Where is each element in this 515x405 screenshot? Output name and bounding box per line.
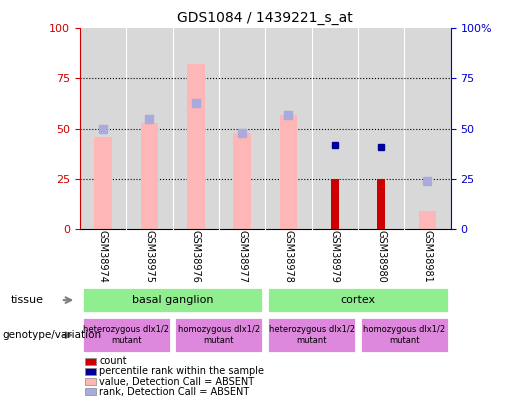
Text: GSM38979: GSM38979 <box>330 230 340 283</box>
Bar <box>377 179 385 229</box>
Text: heterozygous dlx1/2
mutant: heterozygous dlx1/2 mutant <box>269 326 354 345</box>
Text: GSM38974: GSM38974 <box>98 230 108 283</box>
Text: basal ganglion: basal ganglion <box>132 295 213 305</box>
Bar <box>175 317 263 353</box>
Text: GSM38975: GSM38975 <box>144 230 154 283</box>
Bar <box>187 64 204 229</box>
Text: GSM38977: GSM38977 <box>237 230 247 283</box>
Bar <box>94 136 112 229</box>
Title: GDS1084 / 1439221_s_at: GDS1084 / 1439221_s_at <box>177 11 353 25</box>
Text: heterozygous dlx1/2
mutant: heterozygous dlx1/2 mutant <box>83 326 169 345</box>
Bar <box>331 179 339 229</box>
Bar <box>82 317 170 353</box>
Text: count: count <box>99 356 127 366</box>
Text: GSM38981: GSM38981 <box>422 230 433 283</box>
Bar <box>419 211 436 229</box>
Text: homozygous dlx1/2
mutant: homozygous dlx1/2 mutant <box>363 326 445 345</box>
Bar <box>280 115 297 229</box>
Bar <box>267 317 356 353</box>
Text: GSM38978: GSM38978 <box>283 230 294 283</box>
Text: GSM38976: GSM38976 <box>191 230 201 283</box>
Text: GSM38980: GSM38980 <box>376 230 386 283</box>
Text: tissue: tissue <box>10 295 43 305</box>
Text: cortex: cortex <box>340 295 375 305</box>
Bar <box>267 288 449 313</box>
Bar <box>141 123 158 229</box>
Bar <box>360 317 449 353</box>
Text: value, Detection Call = ABSENT: value, Detection Call = ABSENT <box>99 377 254 386</box>
Text: homozygous dlx1/2
mutant: homozygous dlx1/2 mutant <box>178 326 260 345</box>
Text: percentile rank within the sample: percentile rank within the sample <box>99 367 264 376</box>
Bar <box>233 132 251 229</box>
Text: genotype/variation: genotype/variation <box>3 330 101 340</box>
Bar <box>82 288 263 313</box>
Text: rank, Detection Call = ABSENT: rank, Detection Call = ABSENT <box>99 387 250 396</box>
